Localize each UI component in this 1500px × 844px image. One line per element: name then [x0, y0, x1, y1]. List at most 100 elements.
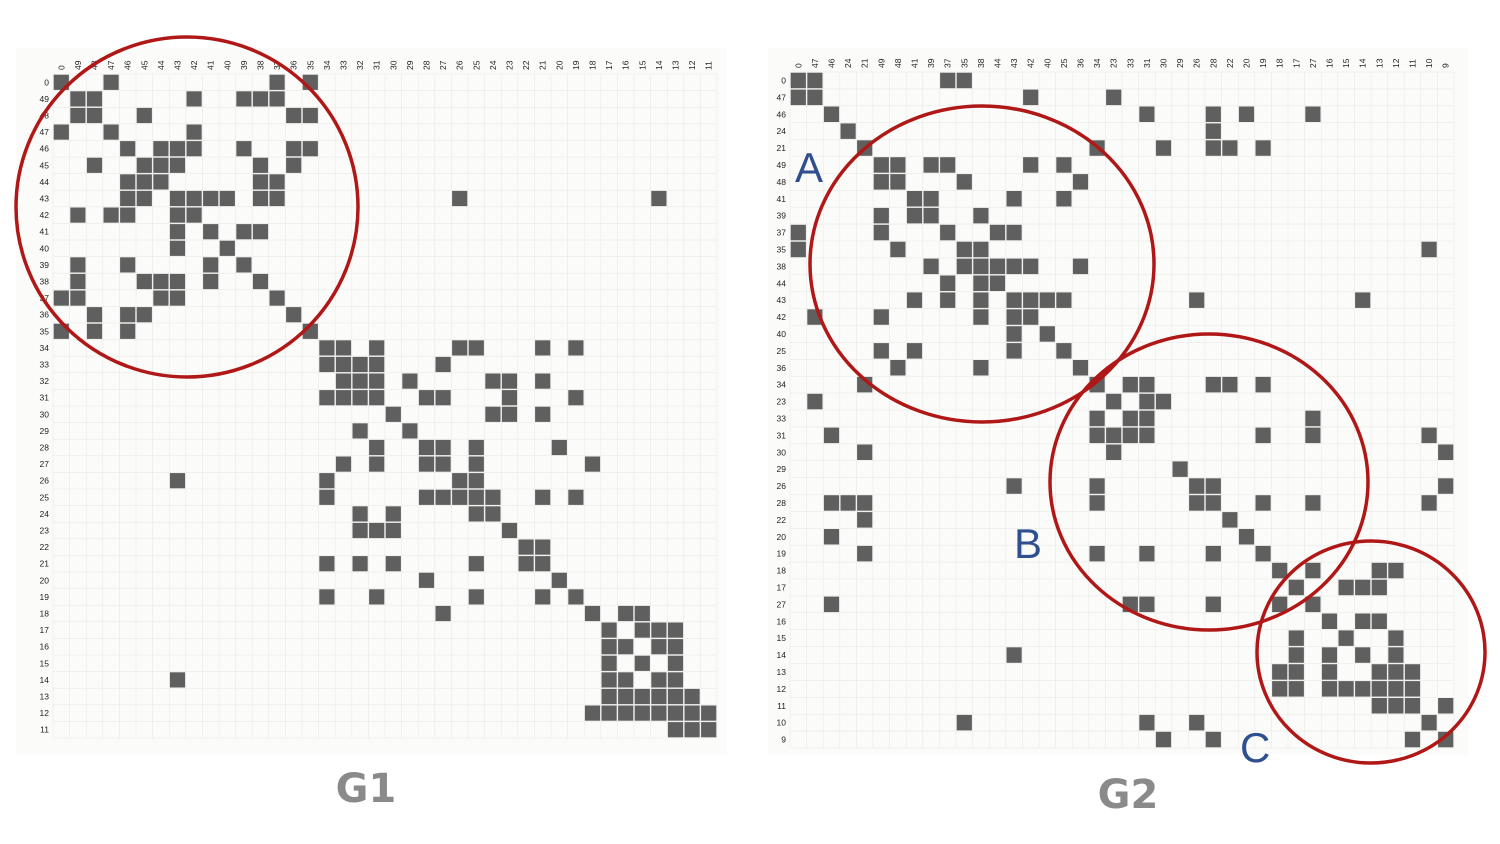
heatmap-cell — [1438, 478, 1454, 494]
heatmap-cell — [1371, 698, 1387, 714]
heatmap-cell — [1305, 495, 1321, 511]
x-tick-label: 14 — [1358, 58, 1368, 68]
heatmap-cell — [269, 174, 285, 190]
heatmap-cell — [890, 241, 906, 258]
x-tick-label: 30 — [1159, 58, 1169, 68]
y-tick-label: 36 — [40, 310, 50, 320]
heatmap-cell — [1305, 596, 1321, 613]
x-tick-label: 47 — [810, 58, 820, 68]
grid-lines-g2 — [789, 71, 1455, 749]
heatmap-cell — [651, 639, 667, 655]
heatmap-cell — [1288, 681, 1304, 697]
y-tick-label: 44 — [777, 278, 787, 288]
heatmap-cell — [335, 390, 352, 406]
heatmap-cell — [252, 190, 269, 207]
heatmap-cell — [1006, 478, 1022, 494]
heatmap-cell — [468, 456, 484, 472]
heatmap-cell — [120, 141, 136, 157]
heatmap-cell — [385, 506, 401, 522]
y-tick-label: 38 — [777, 261, 787, 271]
x-tick-label: 43 — [173, 60, 183, 70]
x-tick-label: 37 — [272, 60, 282, 70]
heatmap-cell — [1371, 664, 1387, 680]
heatmap-cell — [1006, 343, 1022, 359]
y-tick-label: 18 — [40, 609, 50, 619]
heatmap-cell — [1089, 495, 1105, 511]
heatmap-cell — [369, 390, 385, 406]
heatmap-cell — [1106, 427, 1122, 444]
heatmap-cell — [601, 688, 617, 705]
heatmap-cell — [86, 91, 103, 107]
region-label-b: B — [1014, 520, 1042, 567]
heatmap-cell — [352, 522, 368, 539]
heatmap-cell — [1072, 258, 1089, 275]
y-tick-label: 39 — [40, 260, 50, 270]
x-tick-label: 49 — [876, 58, 886, 68]
y-tick-label: 43 — [777, 295, 787, 305]
heatmap-cell — [452, 340, 468, 356]
heatmap-cell — [667, 705, 684, 721]
heatmap-cell — [973, 207, 989, 224]
x-tick-label: 26 — [1192, 58, 1202, 68]
x-tick-label: 31 — [372, 60, 382, 70]
heatmap-cell — [601, 672, 617, 688]
heatmap-cell — [120, 190, 136, 207]
heatmap-cell — [1255, 495, 1271, 511]
y-tick-label: 27 — [40, 459, 50, 469]
x-tick-label: 35 — [959, 58, 969, 68]
heatmap-cell — [1205, 106, 1221, 122]
x-tick-label: 41 — [910, 58, 920, 68]
heatmap-cell — [1355, 681, 1371, 697]
heatmap-cell — [1155, 731, 1172, 748]
heatmap-cell — [335, 373, 352, 389]
heatmap-cell — [1288, 647, 1304, 663]
heatmap-cell — [1371, 579, 1387, 596]
y-tick-label: 32 — [40, 376, 50, 386]
heatmap-cell — [1006, 258, 1022, 275]
heatmap-cell — [940, 72, 956, 89]
x-tick-label: 23 — [505, 60, 515, 70]
heatmap-cell — [352, 506, 368, 522]
heatmap-cell — [807, 89, 823, 106]
x-tick-label: 34 — [1092, 58, 1102, 68]
heatmap-cell — [352, 390, 368, 406]
heatmap-cell — [1122, 376, 1138, 393]
heatmap-cell — [418, 572, 435, 588]
heatmap-cell — [369, 373, 385, 389]
heatmap-cell — [701, 722, 717, 738]
heatmap-cell — [790, 224, 806, 241]
heatmap-cell — [186, 91, 202, 107]
heatmap-cell — [70, 257, 86, 273]
heatmap-cell — [1089, 478, 1105, 494]
heatmap-cell — [890, 360, 906, 376]
heatmap-cell — [989, 224, 1006, 241]
x-tick-label: 30 — [388, 60, 398, 70]
heatmap-cell — [535, 589, 551, 605]
heatmap-cell — [485, 489, 501, 505]
y-tick-label: 19 — [777, 549, 787, 559]
heatmap-cell — [335, 456, 352, 472]
x-tick-label: 33 — [339, 60, 349, 70]
heatmap-cell — [956, 174, 972, 190]
x-tick-label: 42 — [189, 60, 199, 70]
heatmap-cell — [1023, 157, 1039, 173]
heatmap-cell — [940, 224, 956, 241]
heatmap-cell — [136, 174, 152, 190]
y-tick-label: 14 — [777, 650, 787, 660]
heatmap-cell — [1338, 579, 1354, 596]
x-tick-label: 38 — [256, 60, 266, 70]
x-tick-label: 17 — [1291, 58, 1301, 68]
heatmap-cell — [823, 529, 840, 545]
heatmap-cell — [1089, 545, 1105, 562]
x-tick-label: 44 — [993, 58, 1003, 68]
heatmap-cell — [518, 556, 534, 572]
heatmap-cell — [120, 207, 136, 223]
heatmap-cell — [1388, 698, 1404, 714]
heatmap-cell — [402, 373, 418, 389]
heatmap-cell — [1023, 309, 1039, 325]
y-tick-label: 40 — [777, 329, 787, 339]
x-tick-label: 21 — [860, 58, 870, 68]
heatmap-cell — [1023, 292, 1039, 308]
heatmap-cell — [1371, 681, 1387, 697]
heatmap-cell — [906, 191, 923, 207]
